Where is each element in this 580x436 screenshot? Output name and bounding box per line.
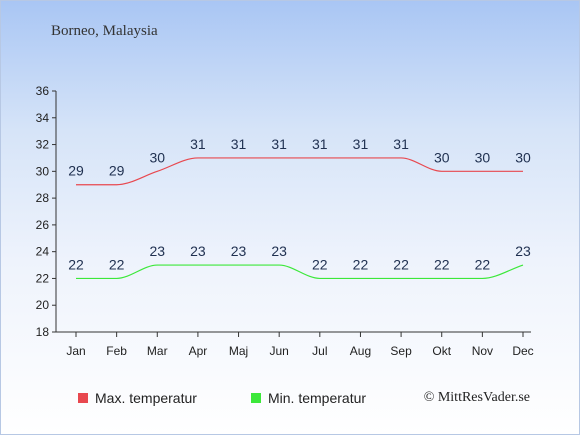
x-tick-label: Nov <box>472 344 493 358</box>
max-temp-data-label: 31 <box>312 136 328 152</box>
x-tick-label: Okt <box>432 344 451 358</box>
max-temp-data-label: 31 <box>393 136 409 152</box>
max-temp-data-label: 29 <box>109 163 125 179</box>
min-temp-data-label: 22 <box>353 256 369 272</box>
min-temp-data-label: 23 <box>271 243 287 259</box>
max-temp-line <box>76 157 523 186</box>
x-tick-label: Mar <box>147 344 168 358</box>
max-temp-data-label: 30 <box>149 149 165 165</box>
max-temp-data-label: 30 <box>475 149 491 165</box>
x-tick-label: Jul <box>312 344 327 358</box>
min-temp-data-label: 22 <box>475 256 491 272</box>
x-tick-label: Jan <box>66 344 85 358</box>
y-tick-label: 24 <box>36 245 50 259</box>
legend-max-swatch <box>78 393 88 403</box>
legend-min-swatch <box>251 393 261 403</box>
legend-max-label: Max. temperatur <box>95 390 197 406</box>
copyright-text: © MittResVader.se <box>423 390 530 405</box>
min-temp-data-label: 22 <box>312 256 328 272</box>
x-tick-label: Aug <box>350 344 371 358</box>
location-title: Borneo, Malaysia <box>51 23 158 39</box>
y-tick-label: 26 <box>36 218 50 232</box>
legend-min-label: Min. temperatur <box>268 390 367 406</box>
min-temp-data-label: 22 <box>109 256 125 272</box>
x-tick-label: Maj <box>229 344 248 358</box>
max-temp-data-label: 31 <box>271 136 287 152</box>
y-tick-label: 18 <box>36 325 50 339</box>
x-tick-label: Sep <box>390 344 412 358</box>
min-temp-data-label: 22 <box>393 256 409 272</box>
y-tick-label: 32 <box>36 138 50 152</box>
y-tick-label: 28 <box>36 191 50 205</box>
max-temp-data-label: 30 <box>434 149 450 165</box>
y-tick-label: 22 <box>36 271 50 285</box>
max-temp-data-label: 30 <box>515 149 531 165</box>
y-tick-label: 30 <box>36 164 50 178</box>
y-tick-label: 34 <box>36 111 50 125</box>
min-temp-data-label: 23 <box>231 243 247 259</box>
max-temp-data-label: 31 <box>190 136 206 152</box>
min-temp-data-label: 22 <box>434 256 450 272</box>
x-tick-label: Feb <box>106 344 127 358</box>
min-temp-line <box>76 264 524 280</box>
min-temp-data-label: 23 <box>190 243 206 259</box>
x-tick-label: Apr <box>189 344 208 358</box>
legend-max: Max. temperatur <box>78 390 197 406</box>
max-temp-data-label: 29 <box>68 163 84 179</box>
x-tick-label: Dec <box>512 344 533 358</box>
max-temp-data-label: 31 <box>353 136 369 152</box>
legend-min: Min. temperatur <box>251 390 366 406</box>
y-tick-label: 36 <box>36 84 50 98</box>
max-temp-data-label: 31 <box>231 136 247 152</box>
min-temp-data-label: 22 <box>68 256 84 272</box>
y-tick-label: 20 <box>36 298 50 312</box>
min-temp-data-label: 23 <box>149 243 165 259</box>
x-tick-label: Jun <box>270 344 289 358</box>
min-temp-data-label: 23 <box>515 243 531 259</box>
